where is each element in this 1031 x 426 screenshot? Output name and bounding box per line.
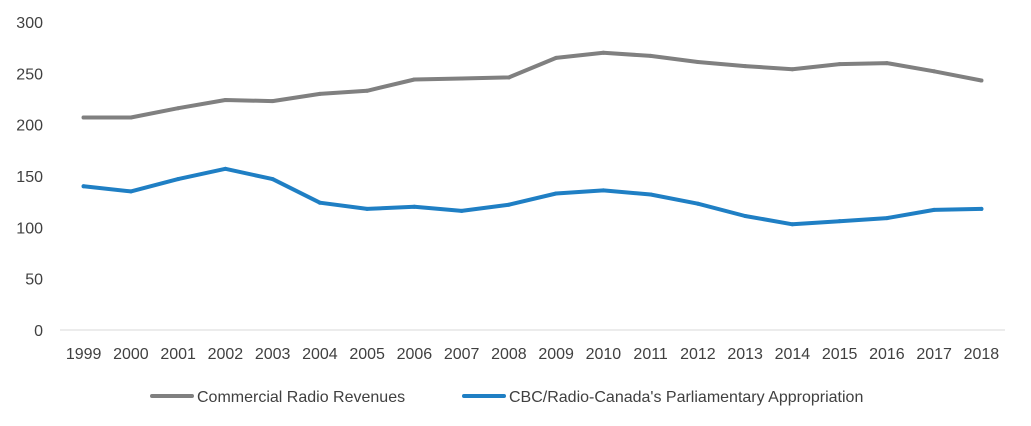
legend-label: Commercial Radio Revenues	[197, 389, 405, 406]
x-tick-label: 2015	[822, 346, 858, 363]
data-point	[790, 67, 795, 72]
x-tick-label: 2014	[775, 346, 811, 363]
data-point	[128, 115, 133, 120]
data-point	[932, 207, 937, 212]
legend-label: CBC/Radio-Canada's Parliamentary Appropr…	[509, 389, 863, 406]
data-point	[837, 62, 842, 67]
y-axis-ticks: 0 50 100 150 200 250 300	[16, 15, 43, 340]
data-point	[743, 64, 748, 69]
y-tick-label: 0	[34, 323, 43, 340]
data-point	[223, 98, 228, 103]
data-point	[979, 206, 984, 211]
x-tick-label: 2013	[727, 346, 763, 363]
x-tick-label: 2005	[349, 346, 385, 363]
x-axis-ticks: 1999 2000 2001 2002 2003 2004 2005 2006 2007 2008…	[66, 346, 999, 363]
x-tick-label: 2006	[397, 346, 433, 363]
data-point	[81, 115, 86, 120]
data-point	[128, 189, 133, 194]
data-point	[317, 91, 322, 96]
legend: Commercial Radio Revenues CBC/Radio-Canad…	[150, 389, 863, 406]
y-tick-label: 250	[16, 66, 43, 83]
x-tick-label: 2003	[255, 346, 291, 363]
x-tick-label: 1999	[66, 346, 102, 363]
series-line-2	[81, 166, 984, 227]
x-tick-label: 2011	[633, 346, 668, 363]
data-point	[270, 177, 275, 182]
data-point	[884, 216, 889, 221]
data-point	[270, 99, 275, 104]
data-point	[176, 177, 181, 182]
data-point	[743, 214, 748, 219]
data-point	[695, 201, 700, 206]
y-tick-label: 50	[25, 272, 43, 289]
x-tick-label: 2008	[491, 346, 527, 363]
x-tick-label: 2009	[538, 346, 574, 363]
x-tick-label: 2012	[680, 346, 716, 363]
data-point	[554, 191, 559, 196]
y-tick-label: 200	[16, 118, 43, 135]
data-point	[601, 50, 606, 55]
data-point	[412, 77, 417, 82]
series-line-1	[81, 50, 984, 120]
data-point	[506, 75, 511, 80]
data-point	[695, 60, 700, 65]
data-point	[506, 202, 511, 207]
data-point	[648, 192, 653, 197]
data-point	[412, 204, 417, 209]
y-tick-label: 300	[16, 15, 43, 32]
data-point	[884, 61, 889, 66]
data-point	[459, 208, 464, 213]
x-tick-label: 2000	[113, 346, 149, 363]
data-point	[648, 53, 653, 58]
data-point	[81, 184, 86, 189]
x-tick-label: 2010	[586, 346, 622, 363]
y-tick-label: 150	[16, 169, 43, 186]
x-tick-label: 2004	[302, 346, 338, 363]
x-tick-label: 2001	[160, 346, 196, 363]
x-tick-label: 2002	[208, 346, 244, 363]
data-point	[176, 106, 181, 111]
x-tick-label: 2016	[869, 346, 905, 363]
data-point	[601, 188, 606, 193]
x-tick-label: 2007	[444, 346, 480, 363]
x-tick-label: 2017	[916, 346, 952, 363]
data-point	[365, 88, 370, 93]
data-point	[979, 78, 984, 83]
x-tick-label: 2018	[964, 346, 1000, 363]
y-tick-label: 100	[16, 220, 43, 237]
data-point	[317, 200, 322, 205]
data-point	[365, 206, 370, 211]
data-point	[932, 69, 937, 74]
series-lines	[81, 50, 984, 227]
data-point	[554, 55, 559, 60]
data-point	[790, 222, 795, 227]
data-point	[223, 166, 228, 171]
data-point	[459, 76, 464, 81]
data-point	[837, 219, 842, 224]
